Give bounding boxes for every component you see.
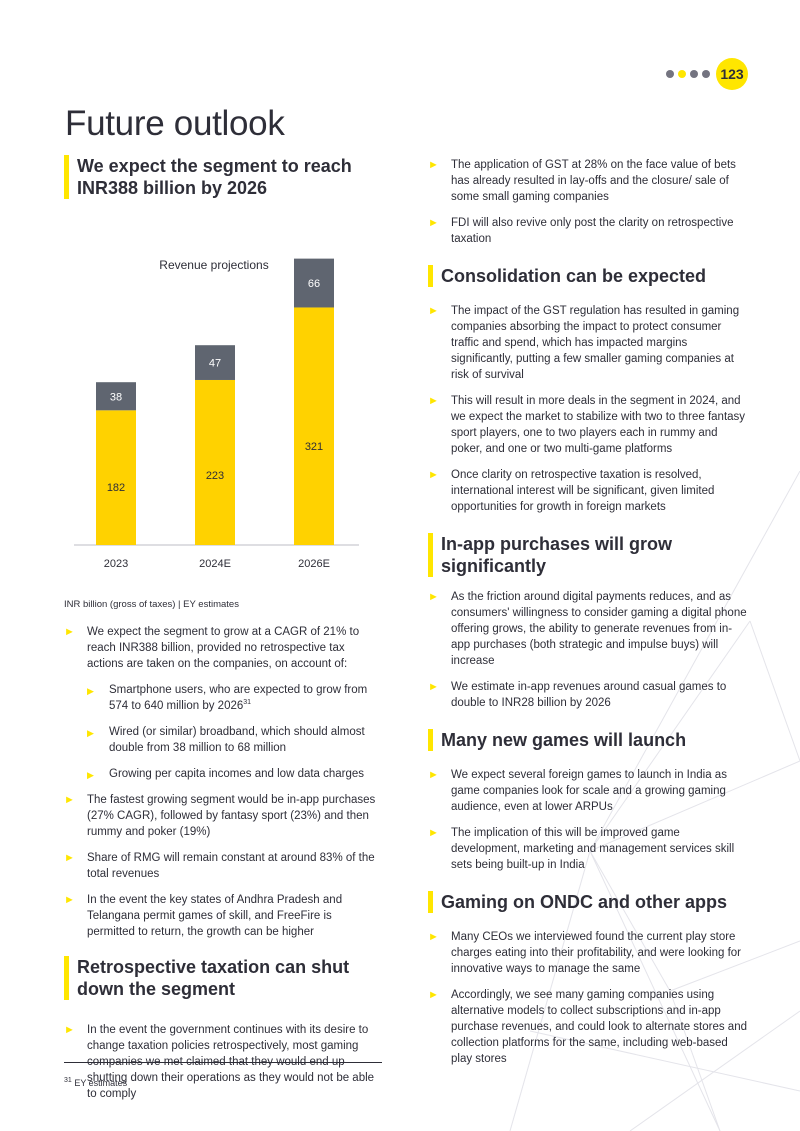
left-bullet-list-2: In the event the government continues wi… <box>64 1022 382 1102</box>
footnote: 31 EY estimates <box>64 1077 128 1088</box>
list-item: Accordingly, we see many gaming companie… <box>428 987 750 1067</box>
list-item-text: Accordingly, we see many gaming companie… <box>451 989 747 1065</box>
list-item-text: FDI will also revive only post the clari… <box>451 217 734 245</box>
list-item-text: In the event the key states of Andhra Pr… <box>87 894 343 938</box>
list-item: The fastest growing segment would be in-… <box>64 792 382 840</box>
list-item: The application of GST at 28% on the fac… <box>428 157 750 205</box>
data-label: 321 <box>305 441 323 453</box>
list-item-text: We estimate in-app revenues around casua… <box>451 681 727 709</box>
section-heading: Retrospective taxation can shut down the… <box>64 956 382 1000</box>
sub-list-item-text: Smartphone users, who are expected to gr… <box>109 684 368 712</box>
left-column: We expect the segment to reach INR388 bi… <box>64 155 382 1112</box>
page-number: 123 <box>716 58 748 90</box>
data-label: 38 <box>110 391 122 403</box>
data-label: 182 <box>107 482 125 494</box>
list-item: As the friction around digital payments … <box>428 589 750 669</box>
list-item: We estimate in-app revenues around casua… <box>428 679 750 711</box>
bar-real-money-gaming <box>294 307 334 545</box>
list-item-text: We expect the segment to grow at a CAGR … <box>87 626 360 670</box>
data-label: 223 <box>206 470 224 482</box>
bar-casual-gaming <box>294 258 334 308</box>
left-bullet-list: We expect the segment to grow at a CAGR … <box>64 624 382 940</box>
list-item: In the event the government continues wi… <box>64 1022 382 1102</box>
list-item: FDI will also revive only post the clari… <box>428 215 750 247</box>
sub-list-item-text: Wired (or similar) broadband, which shou… <box>109 726 365 754</box>
list-item: In the event the key states of Andhra Pr… <box>64 892 382 940</box>
page-navigation: 123 <box>666 58 748 90</box>
list-item: Many CEOs we interviewed found the curre… <box>428 929 750 977</box>
bar-real-money-gaming <box>96 410 136 545</box>
footnote-number: 31 <box>64 1077 72 1084</box>
chart-title: Revenue projections <box>159 258 268 272</box>
revenue-chart: Revenue projections 182 38 223 47 321 66 2023… <box>64 209 382 589</box>
section-heading: We expect the segment to reach INR388 bi… <box>64 155 382 199</box>
bar-real-money-gaming <box>195 379 235 545</box>
list-item-text: As the friction around digital payments … <box>451 591 747 667</box>
right-bullet-list: Many CEOs we interviewed found the curre… <box>428 929 750 1067</box>
page-dot <box>690 70 698 78</box>
page-title: Future outlook <box>65 104 285 143</box>
list-item: The impact of the GST regulation has res… <box>428 303 750 383</box>
section-heading: Gaming on ONDC and other apps <box>428 891 750 913</box>
legend-label: Casual gaming <box>232 588 305 589</box>
list-item-text: The implication of this will be improved… <box>451 827 735 871</box>
x-tick-label: 2026E <box>298 558 330 570</box>
right-bullet-list: As the friction around digital payments … <box>428 589 750 711</box>
footnote-ref: 31 <box>243 699 252 707</box>
sub-list-item-text: Growing per capita incomes and low data … <box>109 768 365 780</box>
list-item-text: Share of RMG will remain constant at aro… <box>87 852 375 880</box>
list-item: This will result in more deals in the se… <box>428 393 750 457</box>
list-item: We expect the segment to grow at a CAGR … <box>64 624 382 783</box>
list-item-text: Once clarity on retrospective taxation i… <box>451 469 715 513</box>
x-tick-label: 2024E <box>199 558 231 570</box>
list-item-text: The fastest growing segment would be in-… <box>87 794 376 838</box>
chart-source: INR billion (gross of taxes) | EY estima… <box>64 599 239 610</box>
sub-bullet-list: Smartphone users, who are expected to gr… <box>87 682 382 783</box>
list-item-text: Many CEOs we interviewed found the curre… <box>451 931 742 975</box>
list-item-text: The impact of the GST regulation has res… <box>451 305 740 381</box>
section-heading: Consolidation can be expected <box>428 265 750 287</box>
page-dot <box>702 70 710 78</box>
section-heading: Many new games will launch <box>428 729 750 751</box>
page-dot-active <box>678 70 686 78</box>
list-item-text: This will result in more deals in the se… <box>451 395 746 455</box>
right-bullet-list: The impact of the GST regulation has res… <box>428 303 750 515</box>
footnote-divider <box>64 1062 382 1063</box>
list-item-text: The application of GST at 28% on the fac… <box>451 159 736 203</box>
list-item: Share of RMG will remain constant at aro… <box>64 850 382 882</box>
data-label: 47 <box>209 358 221 370</box>
list-item-text: We expect several foreign games to launc… <box>451 769 727 813</box>
right-column: The application of GST at 28% on the fac… <box>428 157 750 1077</box>
list-item-text: In the event the government continues wi… <box>87 1024 375 1100</box>
page-dot <box>666 70 674 78</box>
chart-svg: Revenue projections 182 38 223 47 321 66 2023… <box>74 258 359 589</box>
section-heading: In-app purchases will grow significantly <box>428 533 750 577</box>
bar-casual-gaming <box>195 345 235 380</box>
list-item: We expect several foreign games to launc… <box>428 767 750 815</box>
sub-list-item: Wired (or similar) broadband, which shou… <box>87 724 382 756</box>
right-bullet-list: We expect several foreign games to launc… <box>428 767 750 873</box>
bar-casual-gaming <box>96 382 136 411</box>
x-tick-label: 2023 <box>104 558 128 570</box>
list-item: The implication of this will be improved… <box>428 825 750 873</box>
legend-label: Real money gaming <box>112 588 210 589</box>
footnote-text: EY estimates <box>74 1078 128 1088</box>
data-label: 66 <box>308 278 320 290</box>
sub-list-item: Smartphone users, who are expected to gr… <box>87 682 382 714</box>
right-bullet-list-top: The application of GST at 28% on the fac… <box>428 157 750 247</box>
list-item: Once clarity on retrospective taxation i… <box>428 467 750 515</box>
sub-list-item: Growing per capita incomes and low data … <box>87 766 382 783</box>
